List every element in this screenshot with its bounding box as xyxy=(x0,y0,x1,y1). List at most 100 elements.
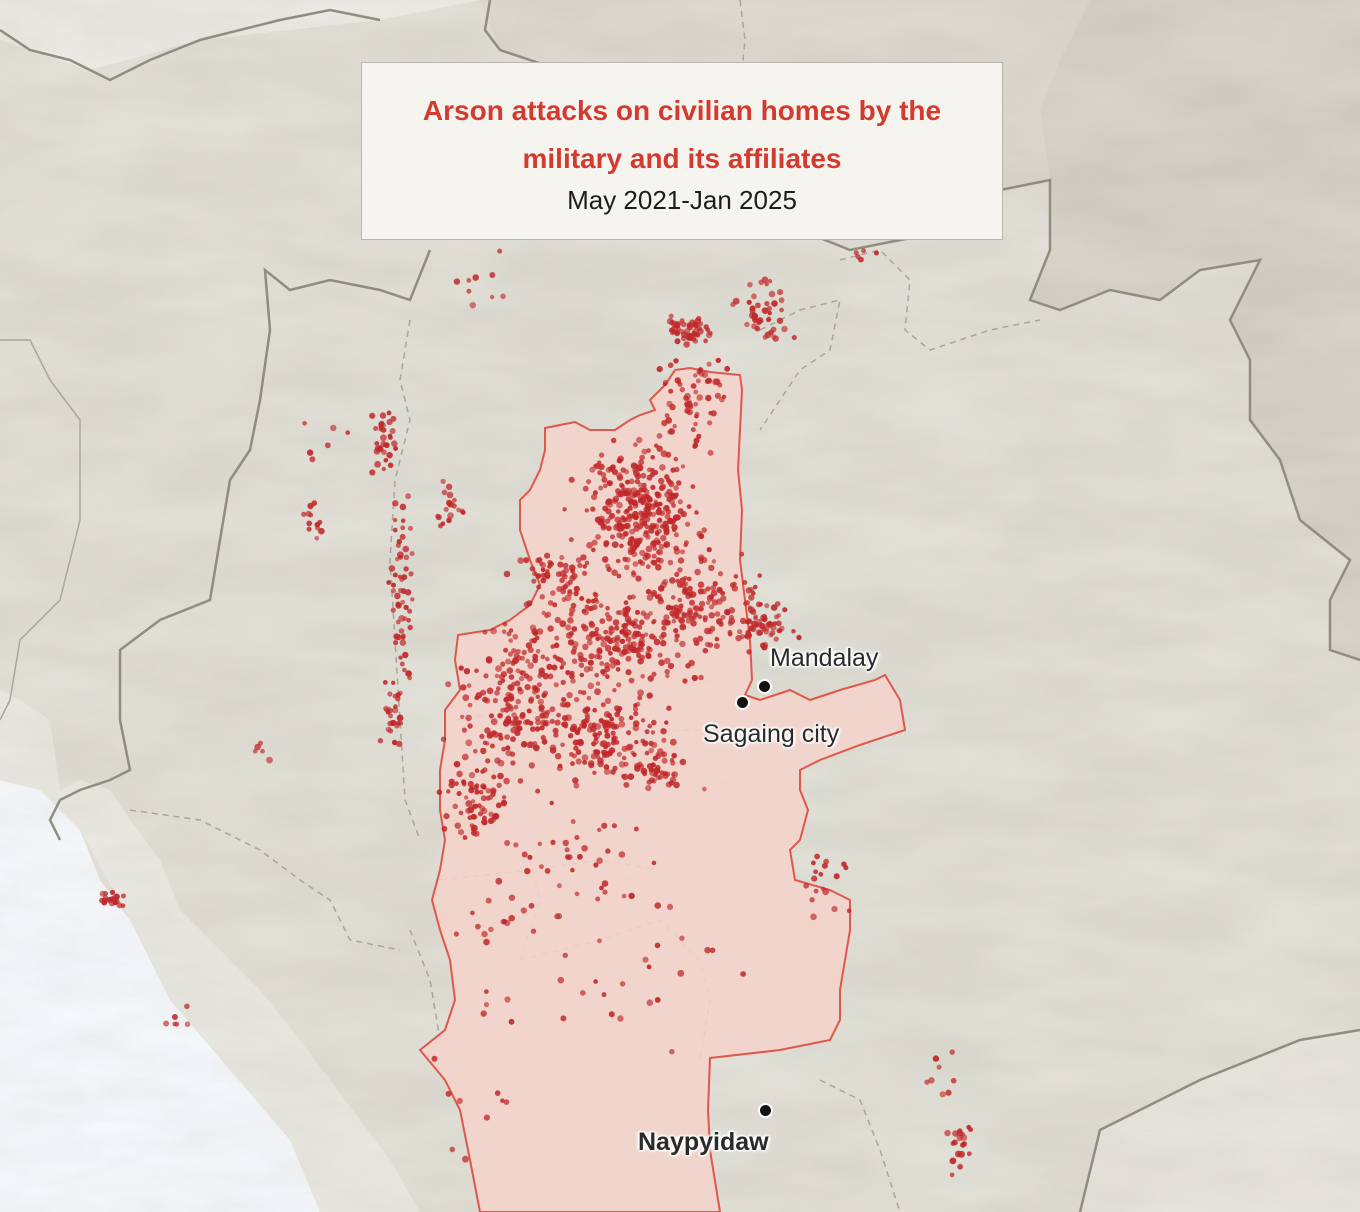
attack-point xyxy=(656,445,663,452)
attack-point xyxy=(714,611,721,617)
attack-point xyxy=(395,542,401,548)
attack-point xyxy=(494,690,500,696)
attack-point xyxy=(492,731,499,738)
attack-point xyxy=(692,444,698,449)
attack-point xyxy=(495,665,502,672)
attack-point xyxy=(598,463,605,470)
attack-point xyxy=(582,570,588,576)
attack-point xyxy=(751,313,758,321)
attack-point xyxy=(753,622,759,628)
attack-point xyxy=(683,589,688,594)
attack-point xyxy=(598,485,604,491)
attack-point xyxy=(731,585,738,592)
attack-point xyxy=(403,554,410,561)
attack-point xyxy=(373,426,379,431)
attack-point xyxy=(697,614,703,619)
attack-point xyxy=(803,882,809,889)
attack-point xyxy=(399,639,407,646)
attack-point xyxy=(483,1002,490,1008)
attack-point xyxy=(453,760,461,768)
attack-point xyxy=(606,566,612,573)
attack-point xyxy=(541,738,548,745)
attack-point xyxy=(530,928,537,934)
attack-point xyxy=(514,720,521,727)
attack-point xyxy=(394,634,402,641)
attack-point xyxy=(791,334,797,341)
attack-point xyxy=(625,496,631,502)
attack-point xyxy=(474,695,480,701)
attack-point xyxy=(436,789,443,795)
attack-point xyxy=(632,706,639,712)
attack-point xyxy=(445,681,452,688)
attack-point xyxy=(399,661,405,667)
attack-point xyxy=(520,670,527,677)
attack-point xyxy=(608,1011,615,1018)
attack-point xyxy=(484,697,491,704)
attack-point xyxy=(664,619,671,626)
attack-point xyxy=(391,582,396,588)
attack-point xyxy=(508,894,516,901)
attack-point xyxy=(483,673,489,679)
attack-point xyxy=(496,782,502,788)
attack-point xyxy=(686,409,693,416)
attack-point xyxy=(597,654,603,660)
attack-point xyxy=(405,670,412,677)
attack-point xyxy=(629,536,635,542)
attack-point xyxy=(400,588,407,595)
attack-point xyxy=(674,514,681,521)
attack-point xyxy=(666,488,673,495)
attack-point xyxy=(674,633,680,639)
attack-point xyxy=(638,510,644,516)
attack-point xyxy=(468,771,476,779)
attack-point xyxy=(120,903,126,908)
attack-point xyxy=(469,786,474,791)
attack-point xyxy=(306,449,314,456)
attack-point xyxy=(651,741,658,749)
attack-point xyxy=(494,673,500,679)
attack-point xyxy=(707,628,713,635)
attack-point xyxy=(383,705,389,711)
attack-point xyxy=(601,880,609,887)
attack-point xyxy=(573,782,580,789)
attack-point xyxy=(652,618,657,624)
attack-point xyxy=(553,732,559,738)
attack-point xyxy=(703,338,708,344)
attack-point xyxy=(562,715,569,722)
attack-point xyxy=(449,1146,456,1153)
attack-point xyxy=(613,723,620,730)
attack-point xyxy=(666,400,673,408)
attack-point xyxy=(755,601,762,608)
attack-point xyxy=(687,607,693,614)
attack-point xyxy=(446,499,453,506)
attack-point xyxy=(650,484,656,490)
attack-point xyxy=(517,557,524,564)
attack-point xyxy=(771,334,777,340)
attack-point xyxy=(252,748,258,754)
attack-point xyxy=(624,607,630,614)
attack-point xyxy=(595,534,601,540)
attack-point xyxy=(610,534,615,540)
attack-point xyxy=(501,746,507,752)
attack-point xyxy=(512,633,519,640)
attack-point xyxy=(577,689,583,695)
attack-point xyxy=(508,695,515,702)
attack-point xyxy=(685,521,691,527)
coastline-west xyxy=(0,339,81,721)
attack-point xyxy=(697,588,704,595)
attack-point xyxy=(508,1018,515,1025)
attack-point xyxy=(526,741,533,749)
attack-point xyxy=(810,913,817,921)
attack-point xyxy=(504,996,511,1003)
attack-point xyxy=(730,301,736,308)
attack-point xyxy=(537,841,543,847)
attack-point xyxy=(650,559,656,565)
attack-point xyxy=(519,712,526,718)
attack-point xyxy=(632,491,639,498)
attack-point xyxy=(655,557,661,563)
attack-point xyxy=(720,614,726,620)
attack-point xyxy=(705,586,711,592)
attack-point xyxy=(549,800,554,806)
attack-point xyxy=(693,437,700,444)
attack-point xyxy=(471,824,478,832)
attack-point xyxy=(579,672,585,678)
